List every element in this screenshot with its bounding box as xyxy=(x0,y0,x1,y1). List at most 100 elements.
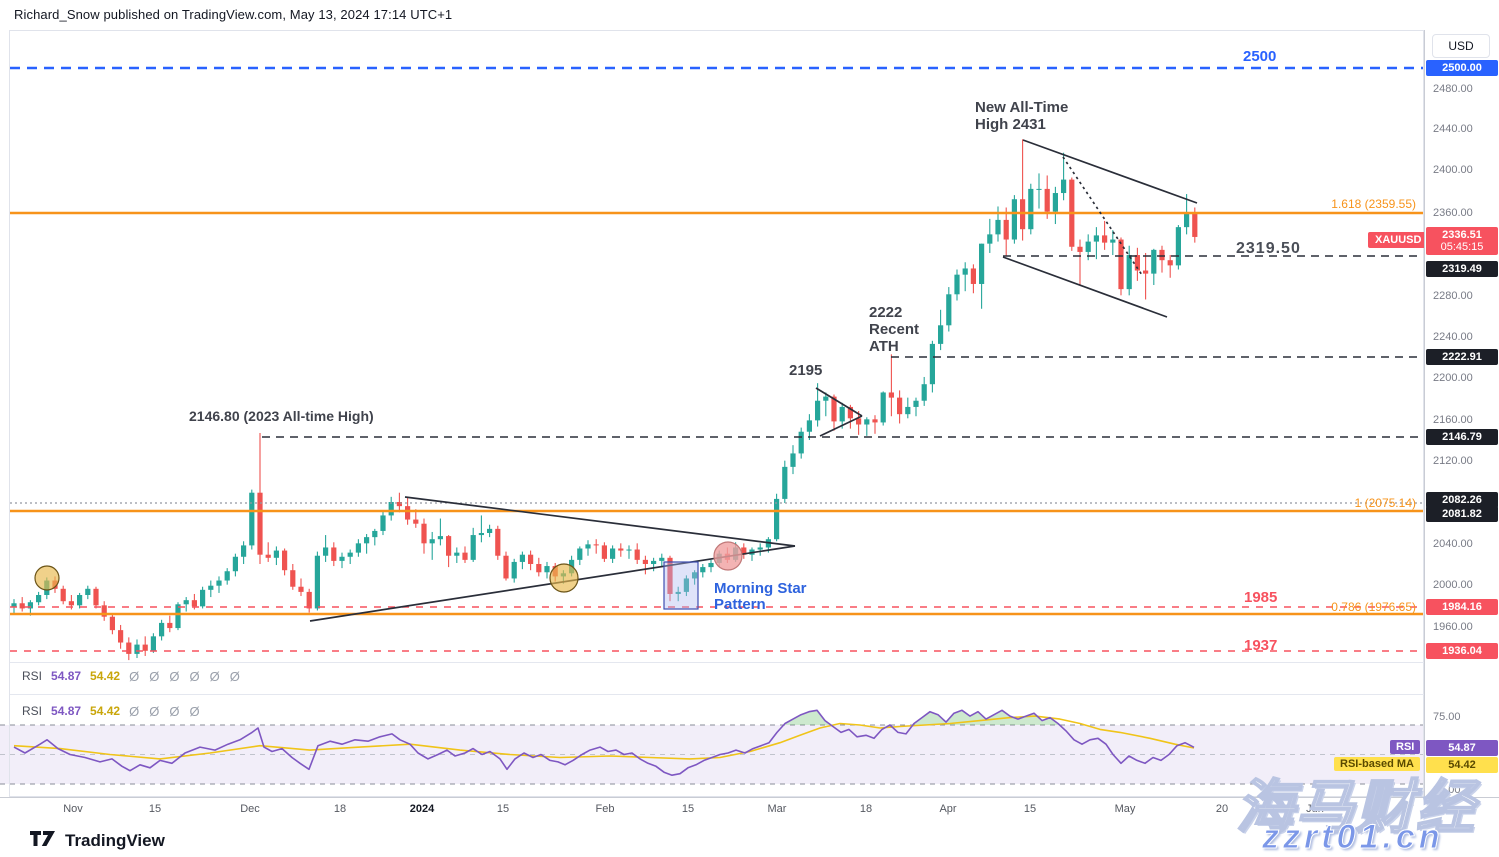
candle-body xyxy=(708,562,714,568)
candle-body xyxy=(159,622,165,637)
candle-body xyxy=(1159,249,1165,261)
candle-body xyxy=(388,502,394,516)
time-axis-label: 20 xyxy=(1215,803,1229,815)
candle-body xyxy=(995,219,1001,235)
candle-body xyxy=(19,603,25,609)
pennant-lower xyxy=(819,415,863,437)
triangle-upper xyxy=(404,496,796,547)
candle-body xyxy=(757,547,763,550)
candle-body xyxy=(314,555,320,609)
candle-body xyxy=(872,419,878,423)
candle-body xyxy=(339,556,345,561)
hidden-series-icon[interactable]: Ø xyxy=(169,668,180,684)
price-axis-tick: 2240.00 xyxy=(1433,331,1473,343)
rsi-legend-row-hidden[interactable]: RSI 54.87 54.42 Ø Ø Ø Ø Ø Ø xyxy=(22,668,240,684)
rsi-overbought-fill xyxy=(912,710,1060,725)
time-axis-label: Dec xyxy=(240,803,260,815)
time-axis[interactable]: Nov 15 Dec 18 2024 15 Feb 15 Mar 18 Apr 15 May 20 Jun 1… xyxy=(0,797,1499,822)
chart-region[interactable]: New All-Time High 2431 2319.50 2222 Recent AT… xyxy=(0,30,1499,822)
candle-body xyxy=(396,502,402,507)
candle-body xyxy=(511,561,517,579)
time-axis-label: Jun xyxy=(1306,803,1324,815)
candle-body xyxy=(1134,255,1140,271)
price-axis-tick: 2400.00 xyxy=(1433,164,1473,176)
candle-body xyxy=(946,294,952,326)
candle-body xyxy=(1167,260,1173,266)
pane-separator-2[interactable] xyxy=(10,694,1424,695)
candle-body xyxy=(970,268,976,284)
candle-body xyxy=(36,595,42,603)
price-axis[interactable]: USD 2480.00 2440.00 2400.00 2360.00 2280.00 2… xyxy=(1424,30,1499,822)
candle-body xyxy=(897,397,903,415)
hidden-series-icon[interactable]: Ø xyxy=(189,703,200,719)
candle-body xyxy=(1044,188,1050,212)
candle-body xyxy=(1184,212,1190,228)
hidden-series-icon[interactable]: Ø xyxy=(149,703,160,719)
symbol-price-label: XAUUSD xyxy=(1368,232,1429,248)
rsi-line xyxy=(13,709,1195,776)
price-axis-tick: 2000.00 xyxy=(1433,579,1473,591)
publish-attribution: Richard_Snow published on TradingView.co… xyxy=(14,7,453,22)
candle-body xyxy=(323,547,329,556)
annotation-text: Recent xyxy=(869,321,919,338)
candle-body xyxy=(806,420,812,432)
candle-body xyxy=(60,588,66,602)
annotation-text: 1937 xyxy=(1244,637,1277,654)
hidden-series-icon[interactable]: Ø xyxy=(229,668,240,684)
candle-body xyxy=(929,343,935,385)
hidden-series-icon[interactable]: Ø xyxy=(189,668,200,684)
time-axis-label: Apr xyxy=(939,803,957,815)
candle-body xyxy=(683,578,689,592)
candle-body xyxy=(1052,193,1058,212)
rsi-ma-line xyxy=(13,715,1195,760)
candle-body xyxy=(987,234,993,244)
candle-body xyxy=(880,392,886,423)
candle-body xyxy=(462,552,468,560)
price-axis-badge: 1936.04 xyxy=(1426,643,1498,659)
tradingview-logo-icon xyxy=(30,830,57,852)
candle-body xyxy=(191,600,197,607)
pane-separator-1[interactable] xyxy=(10,662,1424,663)
price-axis-tick: 2440.00 xyxy=(1433,123,1473,135)
candle-body xyxy=(11,603,17,608)
candle-body xyxy=(1175,227,1181,266)
annotation-text: Pattern xyxy=(714,596,766,613)
candle-body xyxy=(913,400,919,407)
candle-body xyxy=(470,535,476,560)
candle-body xyxy=(142,644,148,651)
candle-body xyxy=(93,588,99,606)
time-axis-label: 17 xyxy=(1401,803,1415,815)
rsi-pane-tag: RSI xyxy=(1390,740,1421,754)
rsi-pane[interactable] xyxy=(0,694,1424,797)
candle-body xyxy=(921,384,927,401)
indicator-name: RSI xyxy=(22,669,43,683)
candle-body xyxy=(1093,235,1099,242)
candle-body xyxy=(306,591,312,609)
currency-unit-button[interactable]: USD xyxy=(1432,34,1490,58)
hidden-series-icon[interactable]: Ø xyxy=(149,668,160,684)
annotation-text: 1 (2075.14) xyxy=(1355,496,1416,510)
candle-body xyxy=(962,268,968,275)
candle-body xyxy=(782,466,788,499)
rsi-legend-row[interactable]: RSI 54.87 54.42 Ø Ø Ø Ø xyxy=(22,703,200,719)
candle-body xyxy=(77,595,83,606)
time-axis-label: 15 xyxy=(681,803,695,815)
hidden-series-icon[interactable]: Ø xyxy=(129,668,140,684)
hidden-series-icon[interactable]: Ø xyxy=(209,668,220,684)
candle-body xyxy=(372,530,378,538)
candle-body xyxy=(905,406,911,415)
candle-body xyxy=(954,274,960,295)
candle-body xyxy=(273,550,279,558)
candle-body xyxy=(979,243,985,284)
hidden-series-icon[interactable]: Ø xyxy=(129,703,140,719)
price-axis-tick: 1960.00 xyxy=(1433,621,1473,633)
annotation-text: 1985 xyxy=(1244,589,1277,606)
candle-body xyxy=(331,547,337,561)
price-axis-badge: 2082.26 xyxy=(1426,492,1498,508)
tradingview-brand[interactable]: TradingView xyxy=(30,830,165,852)
candle-body xyxy=(1011,199,1017,240)
hidden-series-icon[interactable]: Ø xyxy=(169,703,180,719)
